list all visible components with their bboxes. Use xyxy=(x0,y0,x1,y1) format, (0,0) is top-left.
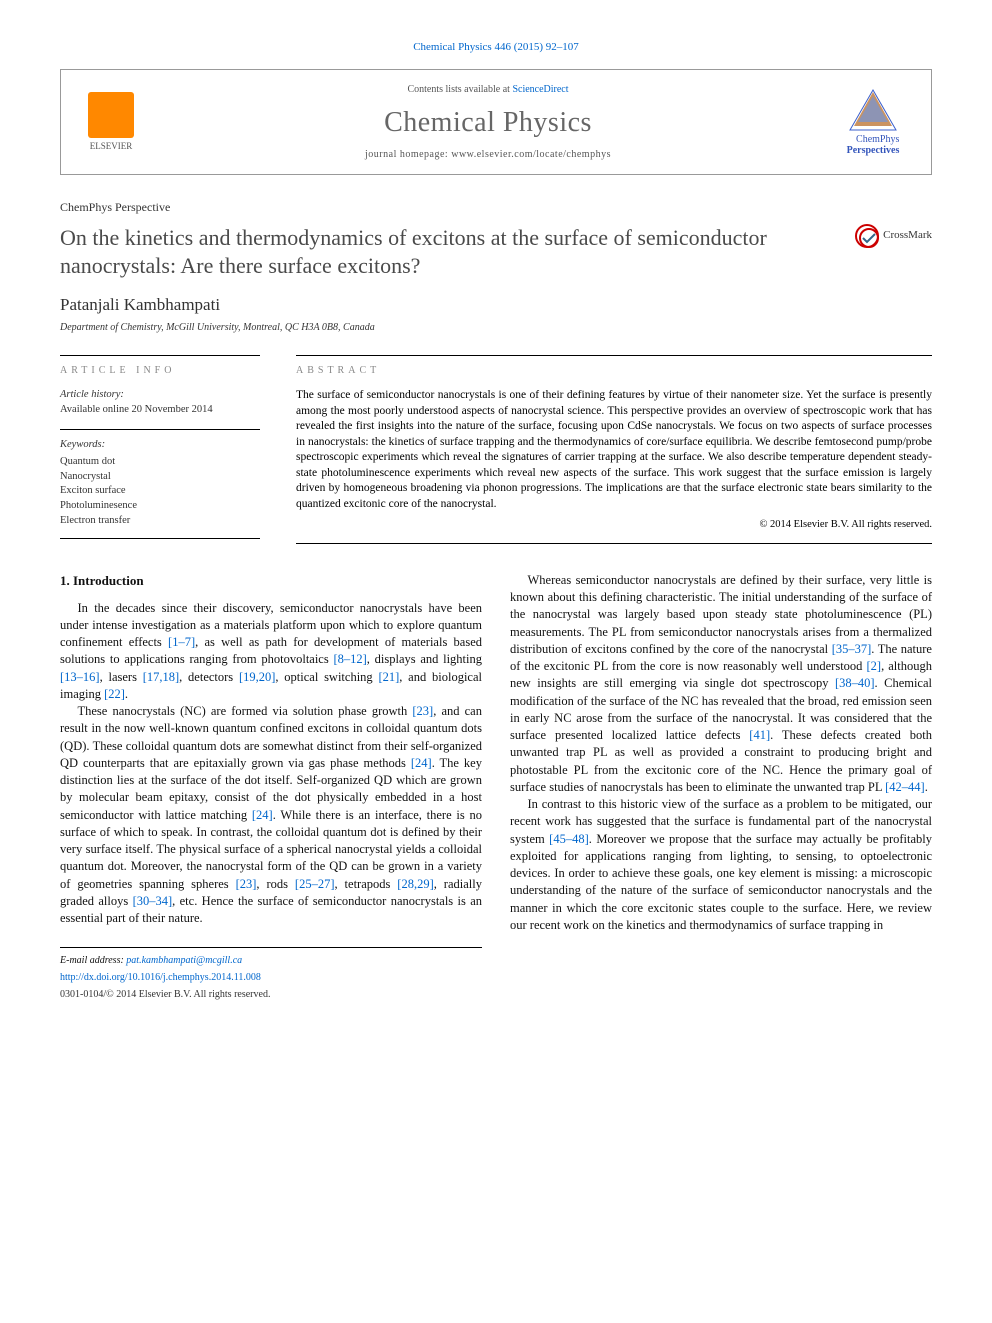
keyword-item: Nanocrystal xyxy=(60,470,260,485)
article-info-heading: article info xyxy=(60,355,260,378)
keyword-item: Electron transfer xyxy=(60,514,260,529)
chemphys-text: ChemPhys Perspectives xyxy=(847,134,900,156)
elsevier-tree-icon xyxy=(88,92,134,138)
intro-heading: 1. Introduction xyxy=(60,572,482,590)
journal-reference: Chemical Physics 446 (2015) 92–107 xyxy=(60,40,932,55)
journal-title: Chemical Physics xyxy=(143,103,833,142)
author-affiliation: Department of Chemistry, McGill Universi… xyxy=(60,321,932,335)
keyword-item: Exciton surface xyxy=(60,484,260,499)
email-label: E-mail address: xyxy=(60,955,126,966)
history-label: Article history: xyxy=(60,388,260,403)
body-paragraph: In the decades since their discovery, se… xyxy=(60,600,482,704)
elsevier-logo[interactable]: ELSEVIER xyxy=(79,86,143,158)
homepage-url[interactable]: www.elsevier.com/locate/chemphys xyxy=(451,149,611,160)
abstract-text: The surface of semiconductor nanocrystal… xyxy=(296,388,932,512)
article-body: 1. Introduction In the decades since the… xyxy=(60,572,932,1002)
article-info-column: article info Article history: Available … xyxy=(60,355,260,544)
footer-area: E-mail address: pat.kambhampati@mcgill.c… xyxy=(60,947,482,1001)
doi-link[interactable]: http://dx.doi.org/10.1016/j.chemphys.201… xyxy=(60,971,482,985)
email-link[interactable]: pat.kambhampati@mcgill.ca xyxy=(126,955,242,966)
chemphys-brand-line2: Perspectives xyxy=(847,145,900,156)
contents-prefix: Contents lists available at xyxy=(407,84,512,95)
chemphys-brand-line1: ChemPhys xyxy=(847,134,900,145)
sciencedirect-link[interactable]: ScienceDirect xyxy=(512,84,568,95)
abstract-copyright: © 2014 Elsevier B.V. All rights reserved… xyxy=(296,518,932,533)
crossmark-label: CrossMark xyxy=(883,228,932,243)
homepage-line: journal homepage: www.elsevier.com/locat… xyxy=(143,148,833,162)
journal-header-box: ELSEVIER Contents lists available at Sci… xyxy=(60,69,932,175)
abstract-column: abstract The surface of semiconductor na… xyxy=(296,355,932,544)
keyword-item: Quantum dot xyxy=(60,455,260,470)
contents-available-line: Contents lists available at ScienceDirec… xyxy=(143,83,833,97)
article-type-label: ChemPhys Perspective xyxy=(60,199,932,216)
body-column-left: 1. Introduction In the decades since the… xyxy=(60,572,482,1002)
crossmark-icon xyxy=(855,224,879,248)
keyword-item: Photoluminesence xyxy=(60,499,260,514)
email-line: E-mail address: pat.kambhampati@mcgill.c… xyxy=(60,954,482,968)
body-paragraph: These nanocrystals (NC) are formed via s… xyxy=(60,703,482,927)
homepage-prefix: journal homepage: xyxy=(365,149,451,160)
body-paragraph: Whereas semiconductor nanocrystals are d… xyxy=(510,572,932,796)
abstract-heading: abstract xyxy=(296,355,932,378)
keywords-label: Keywords: xyxy=(60,438,260,453)
body-column-right: Whereas semiconductor nanocrystals are d… xyxy=(510,572,932,1002)
chemphys-triangle-icon xyxy=(848,88,898,132)
chemphys-logo[interactable]: ChemPhys Perspectives xyxy=(833,82,913,162)
issn-copyright: 0301-0104/© 2014 Elsevier B.V. All right… xyxy=(60,988,482,1002)
author-name: Patanjali Kambhampati xyxy=(60,293,932,317)
crossmark-badge[interactable]: CrossMark xyxy=(855,224,932,248)
article-title: On the kinetics and thermodynamics of ex… xyxy=(60,224,835,279)
body-paragraph: In contrast to this historic view of the… xyxy=(510,796,932,934)
history-text: Available online 20 November 2014 xyxy=(60,403,260,418)
elsevier-label: ELSEVIER xyxy=(90,140,133,153)
